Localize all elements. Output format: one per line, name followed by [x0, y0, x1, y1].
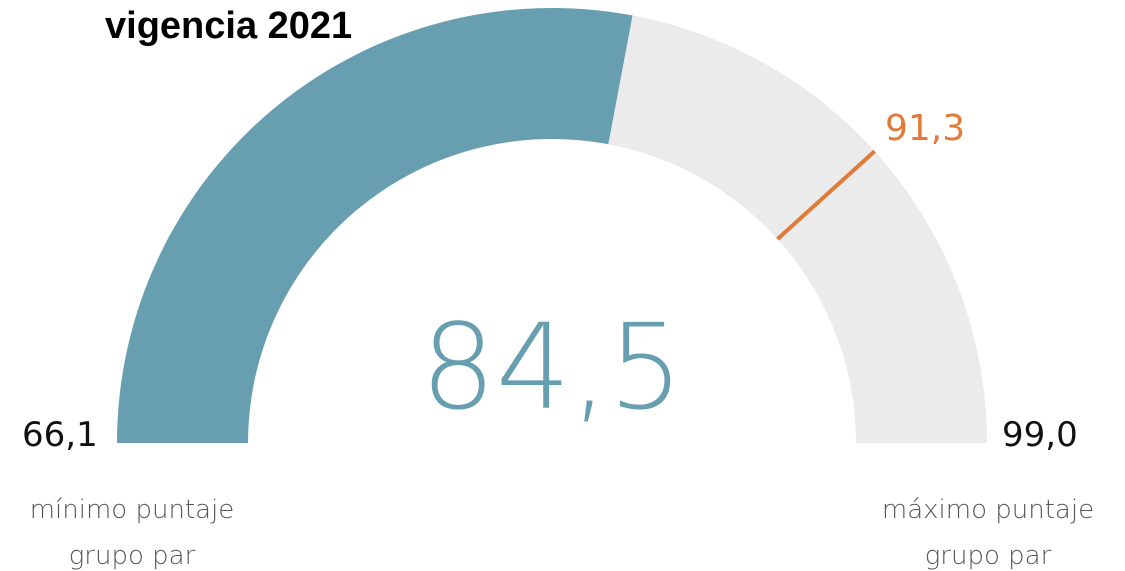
- min-caption: mínimo puntaje: [30, 495, 235, 525]
- max-caption: grupo par: [925, 541, 1052, 571]
- chart-title: vigencia 2021: [105, 5, 352, 47]
- min-label: 66,1: [22, 415, 98, 455]
- max-label: 99,0: [1002, 415, 1078, 455]
- gauge: [117, 7, 987, 444]
- min-caption: grupo par: [69, 541, 196, 571]
- target-marker: [776, 149, 876, 241]
- max-caption: máximo puntaje: [882, 495, 1094, 525]
- target-label: 91,3: [885, 108, 965, 149]
- gauge-value: [117, 7, 633, 444]
- value-label: 84,5: [421, 298, 684, 436]
